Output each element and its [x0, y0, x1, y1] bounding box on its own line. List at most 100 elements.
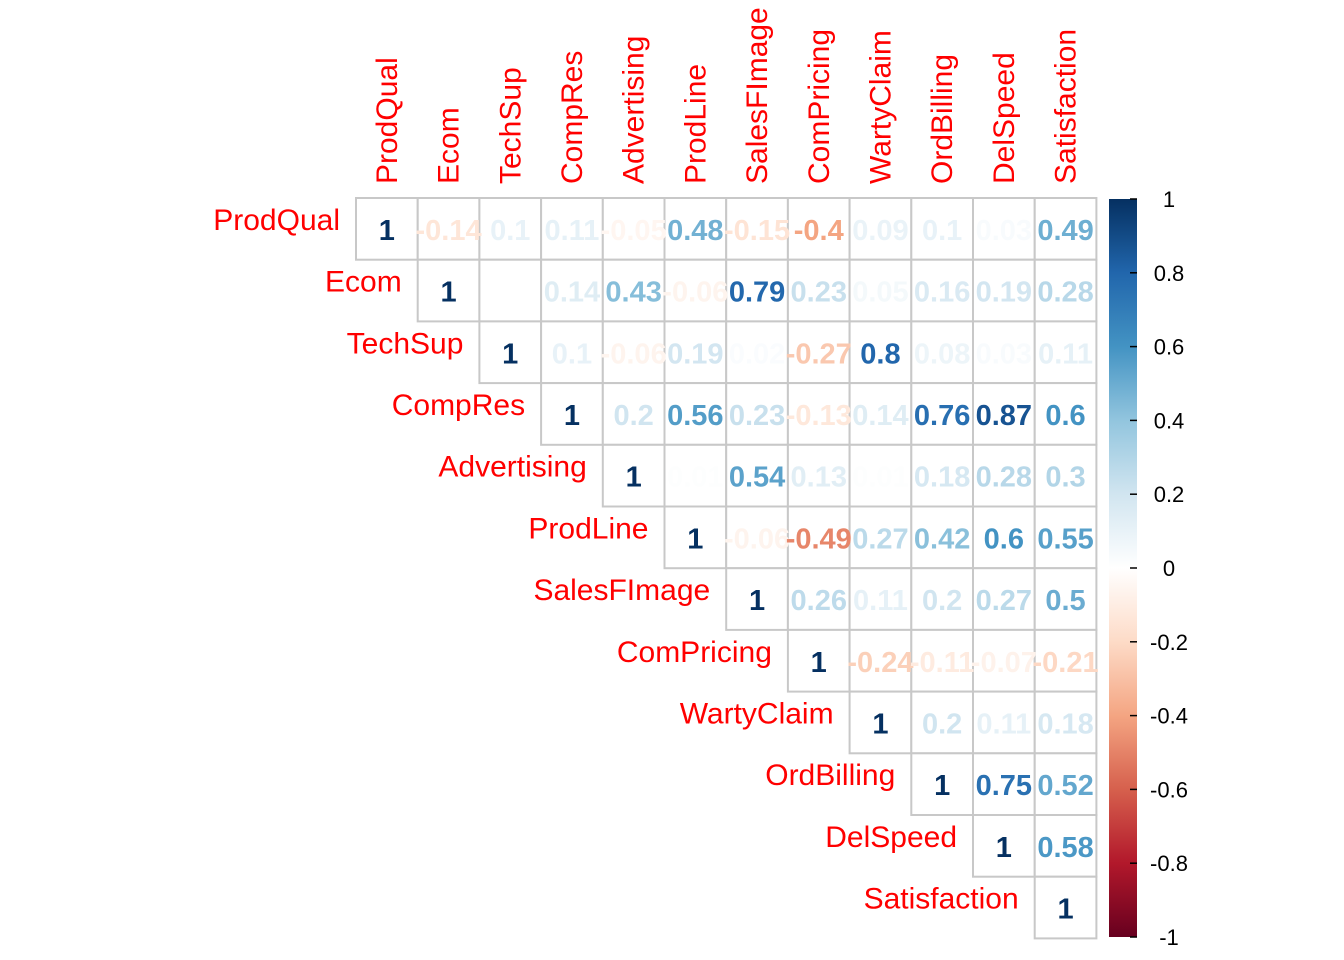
cell-TechSup-OrdBilling	[910, 320, 974, 385]
colorbar: 1 0.8 0.6 0.4 0.2 0 -0.2 -0.4 -0.6 -0.8 -1	[1109, 187, 1188, 950]
row-label: TechSup	[347, 327, 464, 360]
value-label: -0.13	[786, 400, 852, 432]
value-label: -0.06	[601, 338, 667, 370]
cell-Advertising-Satisfaction	[1033, 443, 1098, 508]
value-label: 0.6	[1045, 400, 1085, 432]
value-label: 0.48	[667, 215, 723, 247]
cell-Satisfaction-Satisfaction	[1033, 875, 1098, 940]
row-label: Ecom	[325, 266, 402, 299]
value-label: 0.02	[729, 338, 785, 370]
value-label: 0.49	[1037, 215, 1093, 247]
cell-ProdQual-ComPricing	[786, 197, 851, 261]
cell-Ecom-WartyClaim	[848, 258, 913, 323]
value-label: 0.08	[914, 338, 970, 370]
colorbar-tick-label: -1	[1159, 925, 1179, 950]
value-label: 1	[440, 277, 456, 309]
cell-TechSup-ProdLine	[663, 320, 728, 385]
colorbar-tick-label: 0	[1163, 556, 1175, 581]
value-label: 0.03	[976, 338, 1032, 370]
value-label: 0.28	[1037, 277, 1093, 309]
value-label: 0.79	[729, 277, 785, 309]
value-label: 0.58	[1037, 832, 1093, 864]
row-label: Advertising	[438, 451, 586, 484]
value-label: 0.27	[976, 585, 1032, 617]
value-label: 0.1	[922, 215, 962, 247]
value-label: 0.75	[976, 770, 1032, 802]
cell-Ecom-ProdLine	[663, 258, 728, 323]
cell-Ecom-TechSup	[478, 258, 543, 323]
row-label: ProdQual	[213, 204, 340, 237]
value-label: 0.55	[1037, 523, 1093, 555]
value-label: -0.07	[971, 647, 1037, 679]
value-label: 0.23	[729, 400, 785, 432]
cell-ProdLine-ProdLine	[663, 505, 728, 570]
value-label: 1	[564, 400, 580, 432]
value-label: -0.21	[1032, 647, 1098, 679]
row-label: CompRes	[392, 389, 525, 422]
colorbar-tick-label: 0.4	[1154, 408, 1185, 433]
cell-CompRes-CompRes	[540, 382, 604, 446]
value-label: 0.2	[613, 400, 653, 432]
row-label: WartyClaim	[680, 697, 834, 730]
value-label: 0.87	[976, 400, 1032, 432]
cell-CompRes-ProdLine	[663, 382, 728, 446]
cell-ProdQual-ProdLine	[663, 197, 728, 261]
column-label: DelSpeed	[988, 52, 1021, 184]
row-label: OrdBilling	[765, 759, 895, 792]
column-label-layer: ProdQual Ecom TechSup CompRes Advertising Pro…	[371, 7, 1083, 184]
value-label: 0.01	[852, 462, 908, 494]
column-label: Advertising	[618, 36, 651, 184]
cell-Ecom-Satisfaction	[1033, 258, 1098, 323]
colorbar-tick-label: 1	[1163, 187, 1175, 212]
value-label: -0.24	[847, 647, 913, 679]
value-label: 0.11	[853, 585, 908, 617]
cell-layer	[355, 197, 1098, 940]
value-label: -0.4	[794, 215, 844, 247]
column-label: Ecom	[433, 107, 466, 184]
cell-DelSpeed-DelSpeed	[972, 814, 1036, 878]
value-label: 0.42	[914, 523, 970, 555]
value-label: 0.19	[976, 277, 1032, 309]
cell-WartyClaim-WartyClaim	[848, 690, 913, 755]
value-label: 1	[1057, 894, 1073, 926]
cell-OrdBilling-Satisfaction	[1033, 752, 1098, 816]
cell-TechSup-ComPricing	[786, 320, 851, 385]
value-label: -0.15	[724, 215, 790, 247]
value-label: 0.11	[976, 708, 1031, 740]
column-label: ProdLine	[679, 64, 712, 184]
cell-ProdLine-ComPricing	[786, 505, 851, 570]
value-label: 0.26	[791, 585, 847, 617]
column-label: SalesFImage	[741, 7, 774, 184]
column-label: ComPricing	[803, 29, 836, 184]
value-label: 0.16	[914, 277, 970, 309]
cell-Advertising-OrdBilling	[910, 443, 974, 508]
column-label: Satisfaction	[1050, 29, 1083, 184]
value-label: -0.14	[415, 215, 481, 247]
cell-ProdLine-DelSpeed	[972, 505, 1036, 570]
value-label: 0.28	[976, 462, 1032, 494]
value-label: 0.14	[852, 400, 908, 432]
cell-Ecom-DelSpeed	[972, 258, 1036, 323]
value-label: 0.2	[922, 708, 962, 740]
value-label: -0.05	[601, 215, 667, 247]
cell-Advertising-SalesFImage	[725, 443, 789, 508]
cell-ComPricing-DelSpeed	[972, 628, 1036, 693]
colorbar-tick-label: 0.8	[1154, 261, 1185, 286]
value-label: -0.49	[786, 523, 852, 555]
value-label: 0.14	[544, 277, 600, 309]
cell-Advertising-ComPricing	[786, 443, 851, 508]
row-label: ProdLine	[528, 512, 648, 545]
cell-OrdBilling-DelSpeed	[972, 752, 1036, 816]
column-label: ProdQual	[371, 57, 404, 184]
value-label: 1	[996, 832, 1012, 864]
cell-Ecom-ComPricing	[786, 258, 851, 323]
cell-OrdBilling-OrdBilling	[910, 752, 974, 816]
value-label: -0.06	[662, 277, 728, 309]
cell-ComPricing-ComPricing	[786, 628, 851, 693]
value-label: 0.3	[1045, 462, 1085, 494]
value-label: 0.1	[490, 215, 530, 247]
cell-ProdQual-OrdBilling	[910, 197, 974, 261]
cell-ProdLine-OrdBilling	[910, 505, 974, 570]
row-label: SalesFImage	[533, 574, 710, 607]
colorbar-tick-label: -0.6	[1150, 777, 1188, 802]
